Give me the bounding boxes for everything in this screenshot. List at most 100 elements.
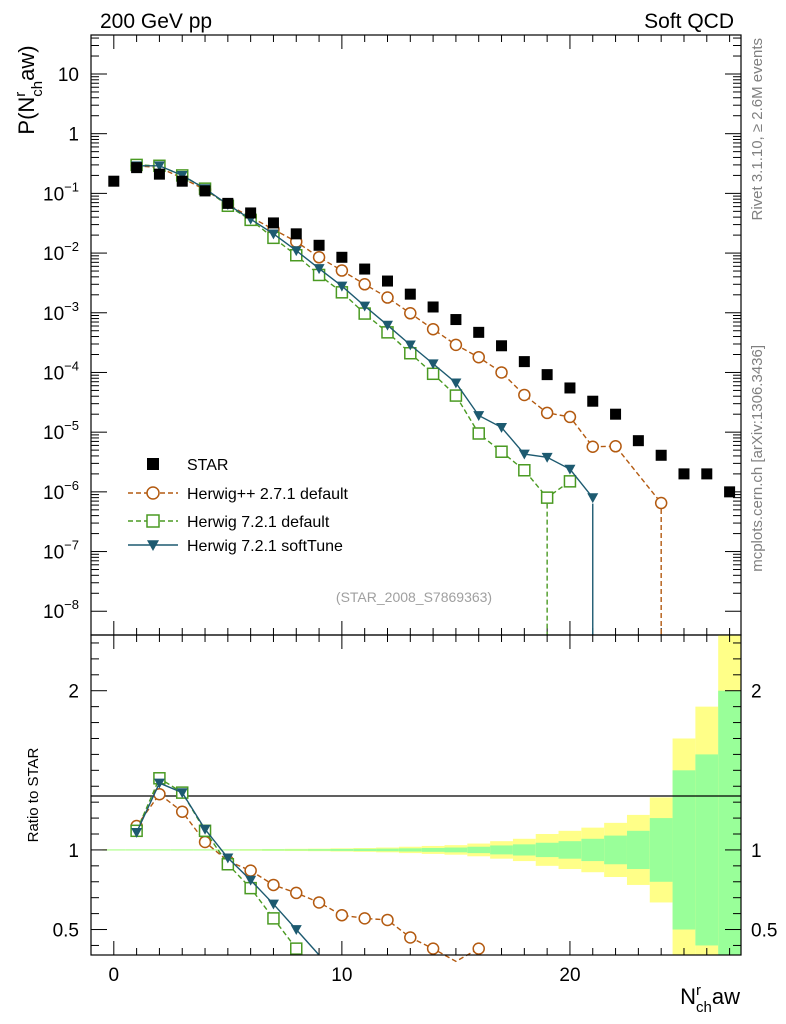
ratio-data-point — [198, 835, 212, 849]
series-star — [108, 162, 736, 498]
legend-item-herwig-7-2-1-default: Herwig 7.2.1 default — [128, 514, 330, 531]
ratio-inner-band-bin — [102, 849, 126, 851]
ratio-inner-band-bin — [193, 849, 217, 851]
ratio-data-point — [472, 942, 485, 955]
legend-item-herwig-7-2-1-softtune: Herwig 7.2.1 softTune — [128, 538, 343, 555]
ratio-inner-band-bin — [307, 849, 331, 851]
data-point — [495, 366, 508, 379]
ratio-y-tick-label-right: 0.5 — [751, 921, 777, 942]
ratio-data-point — [176, 788, 188, 799]
data-point — [518, 449, 530, 460]
legend-label: Herwig 7.2.1 softTune — [187, 538, 343, 555]
reference-label: (STAR_2008_S7869363) — [336, 589, 492, 605]
header-left-label: 200 GeV pp — [100, 10, 212, 33]
x-tick-label: 10 — [331, 965, 352, 986]
ratio-y-tick-label: 2 — [68, 682, 79, 703]
legend-marker — [146, 514, 160, 528]
data-point — [655, 449, 667, 461]
data-point — [267, 217, 279, 229]
data-point — [222, 197, 234, 209]
series-herwig-7-2-1-default — [130, 158, 577, 504]
data-point — [540, 406, 554, 420]
ratio-y-tick-label-right: 1 — [751, 841, 762, 862]
ratio-data-point — [381, 913, 394, 927]
main-y-tick-label: 10−7 — [43, 538, 79, 564]
ratio-y-tick-label: 0.5 — [53, 921, 79, 942]
data-point — [312, 251, 326, 264]
data-point — [359, 263, 371, 275]
ratio-inner-band-bin — [512, 844, 536, 856]
legend-label: Herwig 7.2.1 default — [187, 514, 330, 531]
data-point — [336, 251, 348, 263]
data-point — [449, 389, 463, 402]
data-point — [610, 408, 622, 420]
ratio-inner-band-bin — [330, 848, 354, 851]
series-line — [136, 165, 594, 499]
main-y-tick-label: 10−1 — [43, 179, 79, 205]
data-point — [427, 301, 439, 313]
ratio-inner-band-bin — [626, 830, 650, 870]
data-point — [518, 464, 531, 477]
ratio-inner-band-bin — [649, 818, 673, 882]
x-tick-label: 0 — [109, 965, 120, 986]
ratio-inner-band-bin — [672, 770, 696, 930]
ratio-data-point — [153, 778, 165, 789]
ratio-inner-band-bin — [353, 848, 377, 852]
ratio-series-herwig-7-2-1-softtune — [131, 778, 320, 956]
legend: STAR Herwig++ 2.7.1 default Herwig 7.2.1 d… — [128, 457, 349, 555]
main-y-tick-label: 10−3 — [43, 299, 79, 325]
ratio-inner-band-bin — [467, 846, 491, 854]
main-y-tick-label: 1 — [68, 125, 79, 146]
data-point — [267, 229, 279, 240]
ratio-inner-band-bin — [216, 849, 240, 851]
legend-label: Herwig++ 2.7.1 default — [187, 486, 349, 503]
series-herwig-7-2-1-softtune — [131, 161, 599, 504]
data-point — [541, 369, 553, 381]
data-point — [564, 464, 576, 475]
ratio-series-line — [136, 793, 480, 963]
legend-marker — [147, 540, 159, 551]
data-point — [381, 275, 393, 287]
data-point — [313, 264, 325, 275]
ratio-data-point — [244, 864, 257, 877]
data-point — [587, 493, 599, 504]
legend-marker — [146, 486, 160, 500]
data-point — [472, 350, 485, 364]
data-point — [587, 395, 599, 407]
data-point — [290, 228, 302, 240]
data-point — [108, 175, 120, 187]
main-panel: 10 1 10−1 10−2 10−3 10−4 10−5 10−6 10−7 10−8 P(Nr… — [12, 34, 742, 636]
ratio-data-point — [175, 805, 189, 818]
data-point — [496, 340, 508, 352]
data-point — [381, 291, 394, 304]
data-point — [359, 301, 371, 312]
data-point — [473, 326, 485, 338]
ratio-inner-band-bin — [376, 848, 399, 852]
data-point — [335, 264, 349, 277]
ratio-inner-band-bin — [444, 847, 468, 853]
legend-label: STAR — [187, 457, 228, 474]
ratio-inner-band-bin — [535, 842, 559, 858]
ratio-inner-band-bin — [558, 841, 582, 859]
main-y-tick-label: 10 — [58, 65, 79, 86]
ratio-data-point — [290, 942, 303, 955]
ratio-series-herwig-2-7-1-default — [130, 787, 485, 963]
ratio-inner-band-bin — [604, 835, 627, 865]
data-point — [518, 388, 531, 402]
data-point — [358, 278, 371, 291]
data-point — [701, 468, 713, 480]
ratio-inner-band-bin — [239, 849, 263, 851]
data-point — [404, 288, 416, 300]
ratio-bands — [102, 635, 741, 955]
data-point — [176, 175, 188, 187]
ratio-inner-band-bin — [170, 849, 194, 851]
data-point — [450, 378, 462, 389]
ratio-inner-band-bin — [581, 838, 605, 862]
data-point — [678, 468, 690, 480]
ratio-frame — [90, 634, 742, 956]
ratio-inner-band-bin — [148, 849, 171, 851]
ratio-data-point — [312, 896, 326, 909]
ratio-inner-band-bin — [695, 754, 719, 946]
x-axis-label: Nr chaw — [680, 982, 740, 1016]
